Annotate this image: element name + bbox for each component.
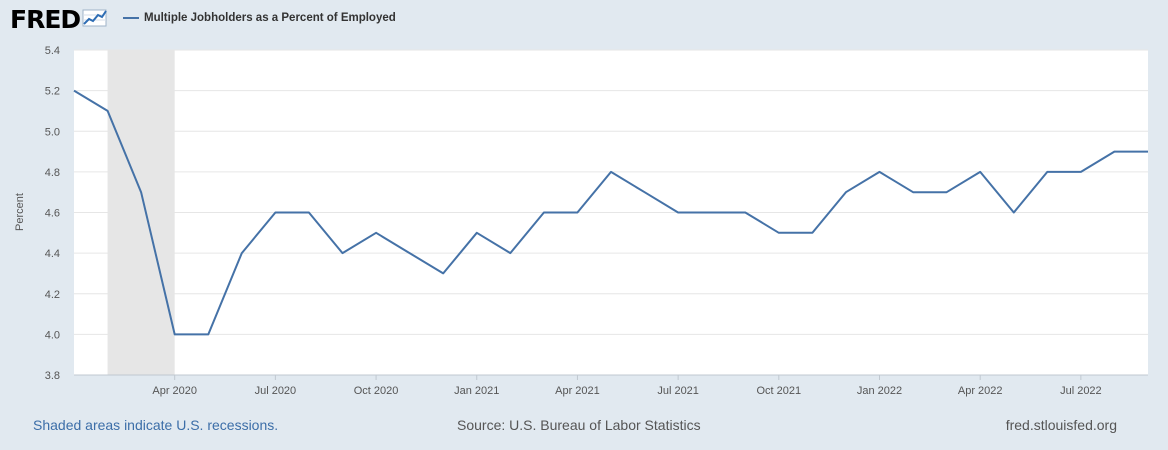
data-point[interactable] xyxy=(138,189,144,195)
data-point[interactable] xyxy=(843,189,849,195)
x-tick-label: Jan 2021 xyxy=(454,385,499,397)
y-tick-label: 5.4 xyxy=(45,45,60,57)
y-tick-label: 4.8 xyxy=(45,167,60,179)
data-point[interactable] xyxy=(675,210,681,216)
y-tick-label: 4.2 xyxy=(45,289,60,301)
data-point[interactable] xyxy=(1078,169,1084,175)
data-point[interactable] xyxy=(239,250,245,256)
source-text: Source: U.S. Bureau of Labor Statistics xyxy=(457,417,701,433)
data-point[interactable] xyxy=(809,230,815,236)
data-point[interactable] xyxy=(709,210,715,216)
fred-logo[interactable]: FRED xyxy=(10,6,108,34)
series-line[interactable] xyxy=(73,89,1148,336)
x-tick-label: Apr 2022 xyxy=(958,385,1003,397)
x-tick-label: Oct 2020 xyxy=(354,385,399,397)
data-point[interactable] xyxy=(541,210,547,216)
recession-note-link[interactable]: Shaded areas indicate U.S. recessions. xyxy=(33,417,279,433)
data-point[interactable] xyxy=(407,250,413,256)
data-point[interactable] xyxy=(507,250,513,256)
chart-header: FRED Multiple Jobholders as a Percent of… xyxy=(0,0,1168,40)
data-point[interactable] xyxy=(71,88,77,94)
x-tick-label: Jul 2020 xyxy=(255,385,297,397)
x-tick-label: Jul 2022 xyxy=(1060,385,1102,397)
data-point[interactable] xyxy=(574,210,580,216)
data-point[interactable] xyxy=(340,250,346,256)
data-point[interactable] xyxy=(776,230,782,236)
fred-logo-text: FRED xyxy=(10,5,81,34)
data-point[interactable] xyxy=(306,210,312,216)
data-point[interactable] xyxy=(105,108,111,114)
data-point[interactable] xyxy=(172,331,178,337)
data-point[interactable] xyxy=(373,230,379,236)
y-tick-label: 3.8 xyxy=(45,370,60,382)
line-chart: 3.8 4.0 4.2 4.4 4.6 4.8 5.0 5.2 5.4 Apr 2020 Jul … xyxy=(14,45,1151,397)
data-point[interactable] xyxy=(877,169,883,175)
data-point[interactable] xyxy=(910,189,916,195)
trend-graph-icon xyxy=(82,9,108,27)
data-point[interactable] xyxy=(205,331,211,337)
data-point[interactable] xyxy=(1044,169,1050,175)
x-tick-label: Apr 2020 xyxy=(152,385,197,397)
data-point[interactable] xyxy=(642,189,648,195)
data-point[interactable] xyxy=(1145,149,1151,155)
data-point[interactable] xyxy=(1011,210,1017,216)
data-point[interactable] xyxy=(608,169,614,175)
x-tick-label: Oct 2021 xyxy=(756,385,801,397)
legend-series-swatch xyxy=(123,17,139,19)
legend-series-label: Multiple Jobholders as a Percent of Empl… xyxy=(144,12,396,24)
y-tick-label: 4.4 xyxy=(45,248,60,260)
chart-legend[interactable]: Multiple Jobholders as a Percent of Empl… xyxy=(123,12,396,24)
data-point[interactable] xyxy=(474,230,480,236)
data-point[interactable] xyxy=(742,210,748,216)
x-tick-label: Jul 2021 xyxy=(657,385,699,397)
x-tick-label: Apr 2021 xyxy=(555,385,600,397)
y-tick-label: 5.0 xyxy=(45,126,60,138)
x-tick-label: Jan 2022 xyxy=(857,385,902,397)
x-axis-ticks: Apr 2020 Jul 2020 Oct 2020 Jan 2021 Apr 2021… xyxy=(152,375,1102,397)
data-point[interactable] xyxy=(1111,149,1117,155)
y-axis-label: Percent xyxy=(14,193,26,231)
data-point[interactable] xyxy=(440,270,446,276)
data-point[interactable] xyxy=(977,169,983,175)
y-axis-ticks: 3.8 4.0 4.2 4.4 4.6 4.8 5.0 5.2 5.4 xyxy=(45,45,60,382)
data-point[interactable] xyxy=(272,210,278,216)
y-tick-label: 4.0 xyxy=(45,329,60,341)
data-point[interactable] xyxy=(944,189,950,195)
y-tick-label: 5.2 xyxy=(45,86,60,98)
y-tick-label: 4.6 xyxy=(45,208,60,220)
site-link[interactable]: fred.stlouisfed.org xyxy=(1005,417,1117,433)
